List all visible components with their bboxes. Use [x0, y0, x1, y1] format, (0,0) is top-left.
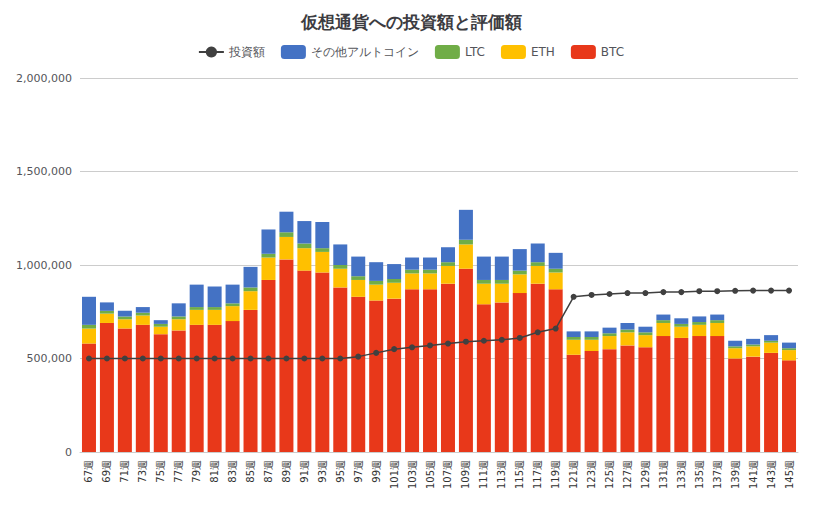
svg-text:71週: 71週: [119, 460, 130, 483]
svg-text:117週: 117週: [532, 460, 543, 489]
svg-text:500,000: 500,000: [27, 352, 73, 365]
svg-text:77週: 77週: [173, 460, 184, 483]
svg-text:85週: 85週: [245, 460, 256, 483]
svg-text:101週: 101週: [389, 460, 400, 489]
svg-text:123週: 123週: [586, 460, 597, 489]
svg-text:97週: 97週: [353, 460, 364, 483]
svg-text:129週: 129週: [640, 460, 651, 489]
svg-text:1,500,000: 1,500,000: [16, 165, 72, 178]
svg-text:95週: 95週: [335, 460, 346, 483]
svg-text:141週: 141週: [748, 460, 759, 489]
svg-text:0: 0: [65, 446, 72, 459]
svg-text:99週: 99週: [371, 460, 382, 483]
svg-text:73週: 73週: [137, 460, 148, 483]
svg-text:135週: 135週: [694, 460, 705, 489]
svg-text:75週: 75週: [155, 460, 166, 483]
svg-text:103週: 103週: [407, 460, 418, 489]
svg-text:139週: 139週: [730, 460, 741, 489]
svg-text:93週: 93週: [317, 460, 328, 483]
svg-text:105週: 105週: [425, 460, 436, 489]
svg-text:137週: 137週: [712, 460, 723, 489]
svg-text:109週: 109週: [460, 460, 471, 489]
svg-text:67週: 67週: [83, 460, 94, 483]
svg-text:BTC: BTC: [601, 45, 624, 59]
svg-text:ETH: ETH: [531, 45, 555, 59]
svg-text:127週: 127週: [622, 460, 633, 489]
svg-text:145週: 145週: [784, 460, 795, 489]
svg-text:87週: 87週: [263, 460, 274, 483]
svg-text:89週: 89週: [281, 460, 292, 483]
svg-text:2,000,000: 2,000,000: [16, 72, 72, 85]
svg-text:125週: 125週: [604, 460, 615, 489]
svg-text:131週: 131週: [658, 460, 669, 489]
svg-text:91週: 91週: [299, 460, 310, 483]
svg-text:121週: 121週: [568, 460, 579, 489]
svg-text:81週: 81週: [209, 460, 220, 483]
svg-text:仮想通貨への投資額と評価額: 仮想通貨への投資額と評価額: [300, 12, 522, 32]
svg-text:その他アルトコイン: その他アルトコイン: [311, 45, 419, 59]
svg-text:107週: 107週: [442, 460, 453, 489]
svg-text:投資額: 投資額: [228, 45, 265, 59]
svg-text:113週: 113週: [496, 460, 507, 489]
svg-text:79週: 79週: [191, 460, 202, 483]
svg-text:111週: 111週: [478, 460, 489, 489]
svg-text:143週: 143週: [766, 460, 777, 489]
svg-text:83週: 83週: [227, 460, 238, 483]
svg-text:69週: 69週: [101, 460, 112, 483]
svg-text:115週: 115週: [514, 460, 525, 489]
svg-text:119週: 119週: [550, 460, 561, 489]
svg-text:133週: 133週: [676, 460, 687, 489]
svg-text:LTC: LTC: [465, 45, 485, 59]
svg-text:1,000,000: 1,000,000: [16, 259, 72, 272]
